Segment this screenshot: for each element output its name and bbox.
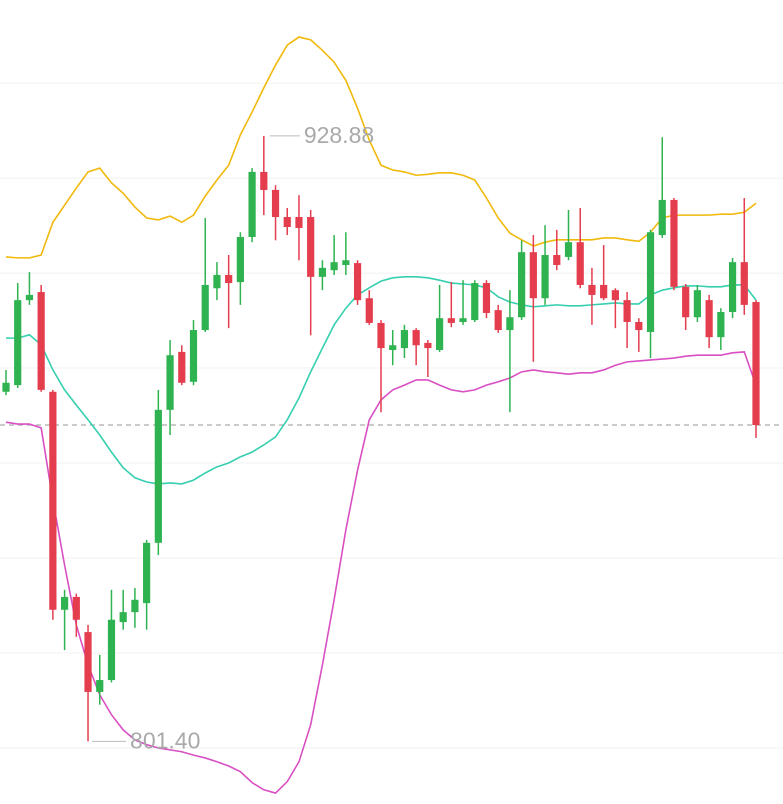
candle-body: [576, 242, 584, 285]
candle-body: [342, 260, 350, 265]
candle-body: [424, 342, 432, 349]
band-line: [5, 351, 757, 794]
candle-body: [260, 171, 268, 190]
candle-body: [107, 619, 116, 681]
candle-body: [693, 290, 702, 318]
candle-body: [248, 171, 256, 237]
candle-body: [318, 267, 327, 277]
candle-body: [752, 302, 760, 426]
candle-body: [482, 283, 491, 313]
candle-body: [72, 596, 80, 620]
candle-body: [84, 632, 92, 692]
candle-body: [389, 345, 397, 350]
candle-body: [412, 330, 420, 346]
candle-body: [705, 300, 713, 338]
candle-body: [670, 199, 678, 287]
candle-body: [143, 542, 151, 604]
candle-body: [96, 680, 104, 692]
candle-body: [459, 318, 467, 322]
candle-body: [588, 284, 596, 295]
candle-body: [154, 409, 162, 543]
candle-body: [307, 217, 315, 277]
max-label: 928.88: [304, 122, 374, 148]
candle-body: [295, 217, 303, 228]
candle-body: [377, 322, 385, 349]
candle-body: [14, 300, 22, 386]
candle-body: [658, 199, 666, 236]
candle-body: [365, 298, 373, 323]
candle-body: [283, 217, 291, 228]
candle-body: [225, 274, 233, 284]
candle-body: [635, 321, 643, 331]
candle-body: [201, 284, 209, 331]
candle-body: [60, 596, 69, 610]
candle-body: [447, 318, 455, 323]
candle-body: [178, 351, 186, 383]
candle-body: [400, 330, 409, 349]
band-line: [6, 276, 757, 485]
candle-body: [131, 599, 139, 613]
candle-body: [271, 189, 280, 218]
candle-body: [330, 262, 338, 271]
candle-body: [541, 255, 549, 299]
candle-body: [49, 391, 57, 610]
candle-body: [213, 274, 221, 289]
candle-body: [435, 318, 444, 350]
candle-body: [25, 294, 34, 301]
candle-body: [529, 252, 537, 299]
candle-body: [506, 317, 514, 331]
candle-body: [166, 355, 174, 410]
candle-body: [471, 283, 479, 321]
candle-body: [564, 242, 573, 257]
candle-body: [717, 312, 725, 338]
candle-body: [119, 612, 127, 623]
candle-body: [37, 292, 45, 390]
candle-body: [740, 262, 748, 305]
candle-body: [611, 290, 619, 301]
candle-body: [353, 263, 362, 301]
candle-body: [518, 252, 526, 318]
candle-body: [600, 284, 608, 299]
candle-body: [553, 255, 561, 265]
candle-body: [189, 330, 198, 382]
band-line: [5, 36, 757, 259]
candle-body: [623, 300, 631, 322]
min-label: 801.40: [130, 727, 200, 753]
candle-body: [728, 262, 737, 313]
candle-body: [682, 286, 690, 318]
candle-body: [2, 382, 10, 392]
candle-body: [236, 236, 244, 283]
candle-body: [646, 232, 655, 332]
candle-body: [494, 310, 502, 331]
